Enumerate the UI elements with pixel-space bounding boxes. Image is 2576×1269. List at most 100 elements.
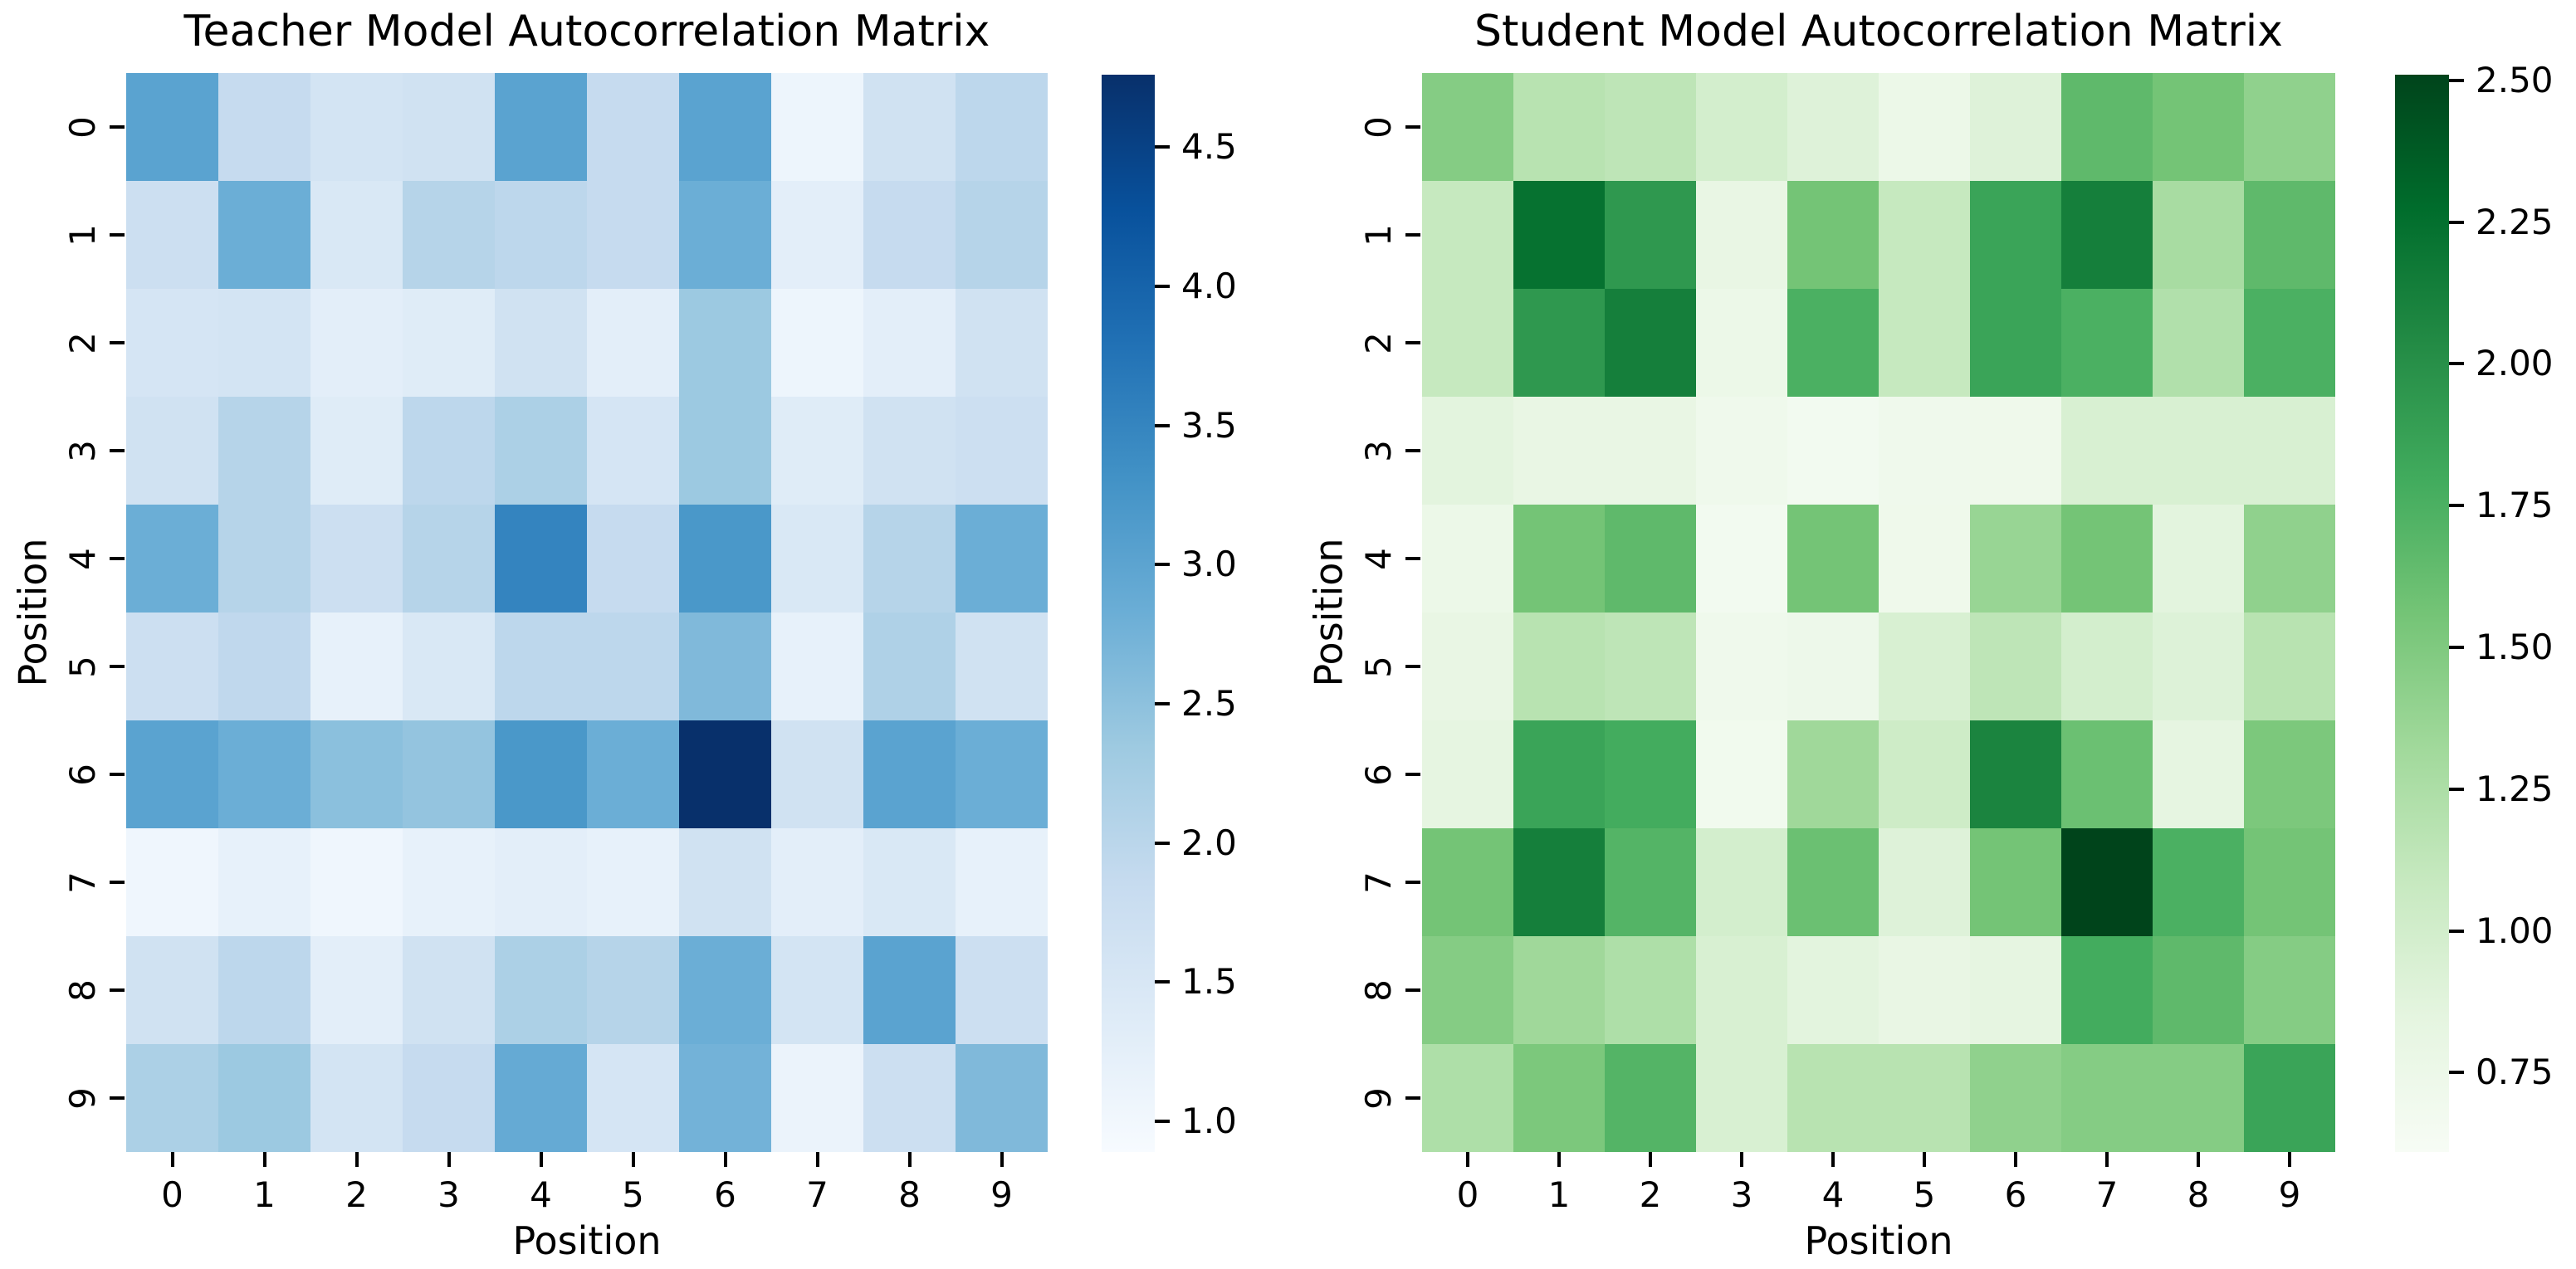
heatmap-cell [1787, 181, 1879, 289]
heatmap-cell [1879, 828, 1970, 936]
y-tick-label-text: 1 [1357, 223, 1399, 246]
x-tick-label: 3 [437, 1174, 460, 1215]
heatmap-cell [126, 720, 218, 828]
heatmap-cell [495, 828, 587, 936]
heatmap-cell [1879, 181, 1970, 289]
x-tick-mark [170, 1152, 174, 1167]
heatmap-cell [403, 1044, 495, 1152]
heatmap-cell [956, 1044, 1048, 1152]
y-tick-mark [1405, 449, 1420, 452]
heatmap-cell [218, 397, 310, 505]
heatmap-cell [2244, 505, 2335, 613]
heatmap-cell [587, 397, 679, 505]
heatmap-cell [1696, 397, 1787, 505]
heatmap-cell [1605, 505, 1696, 613]
heatmap-cell [403, 397, 495, 505]
heatmap-cell [1513, 289, 1605, 397]
heatmap-grid [1422, 73, 2335, 1152]
heatmap-cell [218, 720, 310, 828]
heatmap-cell [956, 505, 1048, 613]
colorbar-tick-mark [1155, 1120, 1170, 1124]
heatmap-cell [1513, 720, 1605, 828]
y-axis-label: Position [1307, 538, 1352, 687]
heatmap-cell [2244, 828, 2335, 936]
heatmap-cell [1422, 613, 1513, 720]
heatmap-cell [2061, 289, 2153, 397]
heatmap-cell [679, 936, 771, 1044]
heatmap-cell [679, 181, 771, 289]
heatmap-cell [310, 613, 403, 720]
heatmap-cell [2153, 720, 2244, 828]
heatmap-cell [126, 505, 218, 613]
y-tick-mark [110, 557, 125, 560]
colorbar [1102, 75, 1155, 1152]
heatmap-cell [1513, 828, 1605, 936]
heatmap-cell [1422, 505, 1513, 613]
y-tick-label: 4 [1357, 538, 1399, 579]
heatmap-cell [495, 73, 587, 181]
heatmap-cell [1696, 1044, 1787, 1152]
heatmap-cell [863, 505, 956, 613]
heatmap-cell [1787, 936, 1879, 1044]
heatmap-cell [2153, 613, 2244, 720]
heatmap-cell [1605, 936, 1696, 1044]
heatmap-cell [310, 73, 403, 181]
heatmap-cell [587, 289, 679, 397]
y-tick-mark [1405, 341, 1420, 344]
y-tick-label-text: 4 [1357, 547, 1399, 570]
heatmap-cell [1787, 289, 1879, 397]
heatmap-cell [863, 936, 956, 1044]
heatmap-cell [1696, 613, 1787, 720]
y-tick-label: 9 [1357, 1077, 1399, 1119]
heatmap-cell [2244, 720, 2335, 828]
heatmap-cell [1605, 289, 1696, 397]
heatmap-cell [495, 1044, 587, 1152]
y-tick-mark [1405, 773, 1420, 776]
heatmap-cell [403, 828, 495, 936]
heatmap-cell [771, 1044, 863, 1152]
heatmap-cell [1879, 397, 1970, 505]
heatmap-cell [2244, 936, 2335, 1044]
y-tick-label: 7 [1357, 861, 1399, 903]
heatmap-cell [2061, 1044, 2153, 1152]
heatmap-cell [771, 397, 863, 505]
heatmap-cell [771, 936, 863, 1044]
heatmap-cell [310, 1044, 403, 1152]
heatmap-cell [863, 1044, 956, 1152]
x-tick-label: 7 [806, 1174, 829, 1215]
x-tick-mark [354, 1152, 359, 1167]
y-tick-mark [110, 881, 125, 884]
x-tick-label: 8 [898, 1174, 921, 1215]
y-axis-label-box: Position [1304, 73, 1354, 1152]
heatmap-cell [1879, 505, 1970, 613]
heatmap-cell [771, 505, 863, 613]
heatmap-cell [218, 1044, 310, 1152]
x-tick-mark [1831, 1152, 1835, 1167]
heatmap-cell [495, 505, 587, 613]
colorbar-tick-mark [2449, 645, 2464, 649]
x-tick-label: 7 [2095, 1174, 2119, 1215]
y-tick-label-text: 2 [1357, 331, 1399, 354]
heatmap-cell [495, 289, 587, 397]
y-tick-label: 1 [1357, 214, 1399, 256]
y-tick-label-text: 3 [1357, 439, 1399, 462]
colorbar-tick-label: 1.5 [1181, 961, 1237, 1003]
x-tick-label: 5 [622, 1174, 644, 1215]
colorbar-tick-label: 2.0 [1181, 822, 1237, 863]
x-tick-label: 8 [2187, 1174, 2210, 1215]
heatmap-cell [771, 73, 863, 181]
heatmap-cell [1970, 73, 2061, 181]
heatmap-cell [1605, 397, 1696, 505]
heatmap-cell [956, 181, 1048, 289]
heatmap-cell [1970, 720, 2061, 828]
colorbar-tick-label: 1.0 [1181, 1101, 1237, 1142]
y-tick-label: 8 [1357, 969, 1399, 1011]
x-tick-label: 9 [990, 1174, 1013, 1215]
heatmap-cell [126, 289, 218, 397]
chart-title: Teacher Model Autocorrelation Matrix [183, 7, 990, 56]
y-tick-mark [1405, 881, 1420, 884]
heatmap-cell [956, 289, 1048, 397]
heatmap-cell [495, 181, 587, 289]
